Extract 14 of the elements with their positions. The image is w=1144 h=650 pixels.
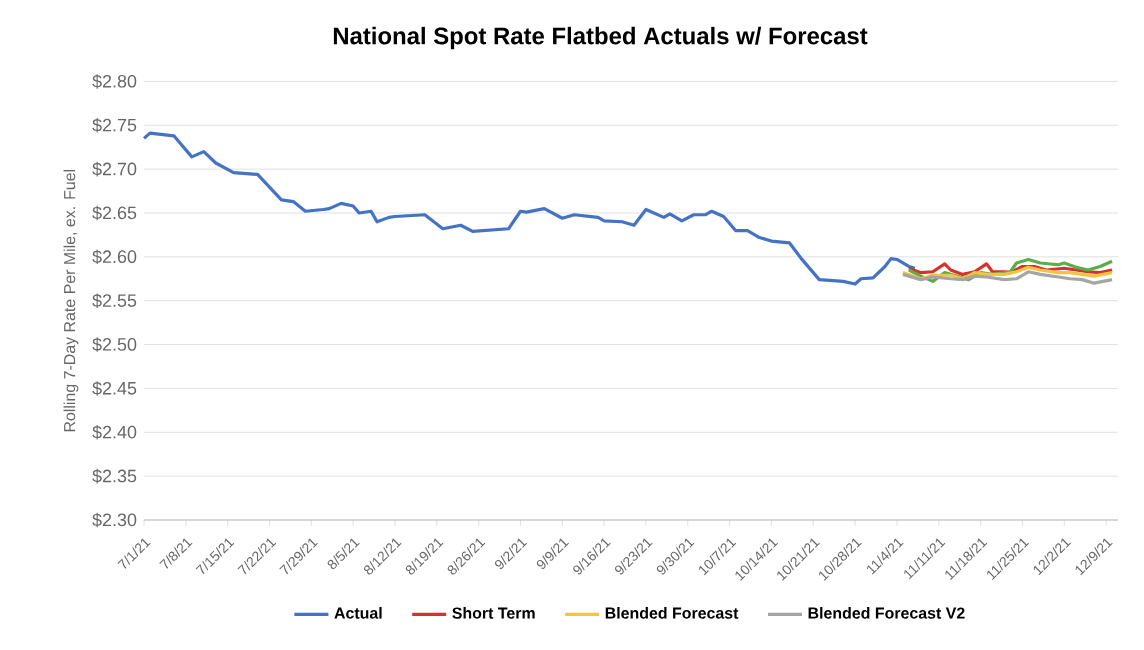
y-tick-label: $2.60 [92, 249, 137, 265]
y-tick-label: $2.75 [92, 118, 137, 133]
line-series [907, 257, 1114, 284]
y-tick-label: $2.65 [92, 205, 137, 221]
y-tick-label: $2.35 [92, 468, 137, 484]
chart-title: National Spot Rate Flatbed Actuals w/ Forecast [333, 26, 868, 50]
y-tick-label: $2.45 [92, 381, 137, 396]
y-tick-label: $2.80 [92, 74, 137, 89]
y-tick-label: $2.30 [92, 512, 137, 528]
line-series [142, 131, 917, 286]
y-tick-label: $2.50 [92, 337, 137, 352]
y-tick-label: $2.70 [92, 161, 137, 177]
y-tick-label: $2.40 [92, 425, 137, 440]
y-tick-label: $2.55 [92, 293, 137, 308]
